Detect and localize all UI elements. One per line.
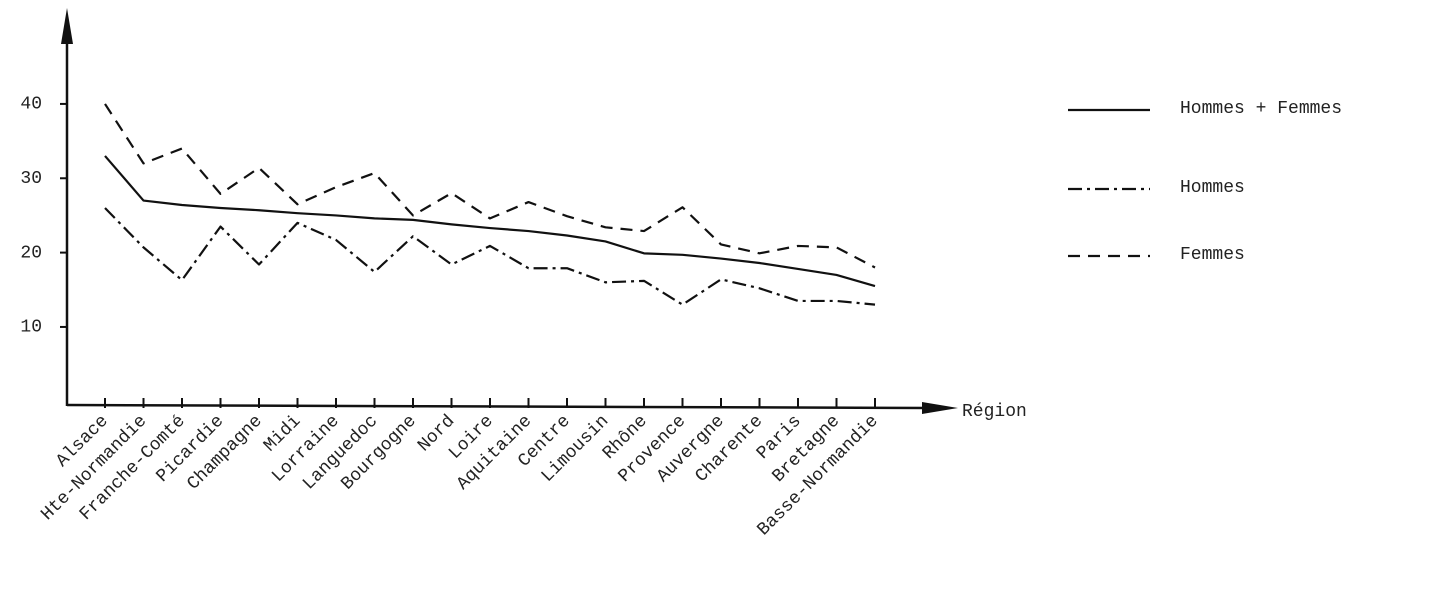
y-tick-label: 20 — [20, 243, 42, 263]
series-line — [104, 207, 876, 306]
legend-label: Hommes + Femmes — [1180, 99, 1342, 119]
y-tick-label: 30 — [20, 169, 42, 189]
series-line — [104, 103, 876, 269]
x-axis — [66, 403, 931, 410]
x-axis-arrow — [922, 402, 958, 414]
y-tick-label: 40 — [20, 95, 42, 115]
x-axis-label: Région — [962, 402, 1027, 422]
legend-label: Hommes — [1180, 178, 1245, 198]
y-tick-label: 10 — [20, 318, 42, 338]
series-line — [104, 155, 876, 288]
legend-label: Femmes — [1180, 245, 1245, 265]
y-axis-arrow — [61, 8, 73, 44]
